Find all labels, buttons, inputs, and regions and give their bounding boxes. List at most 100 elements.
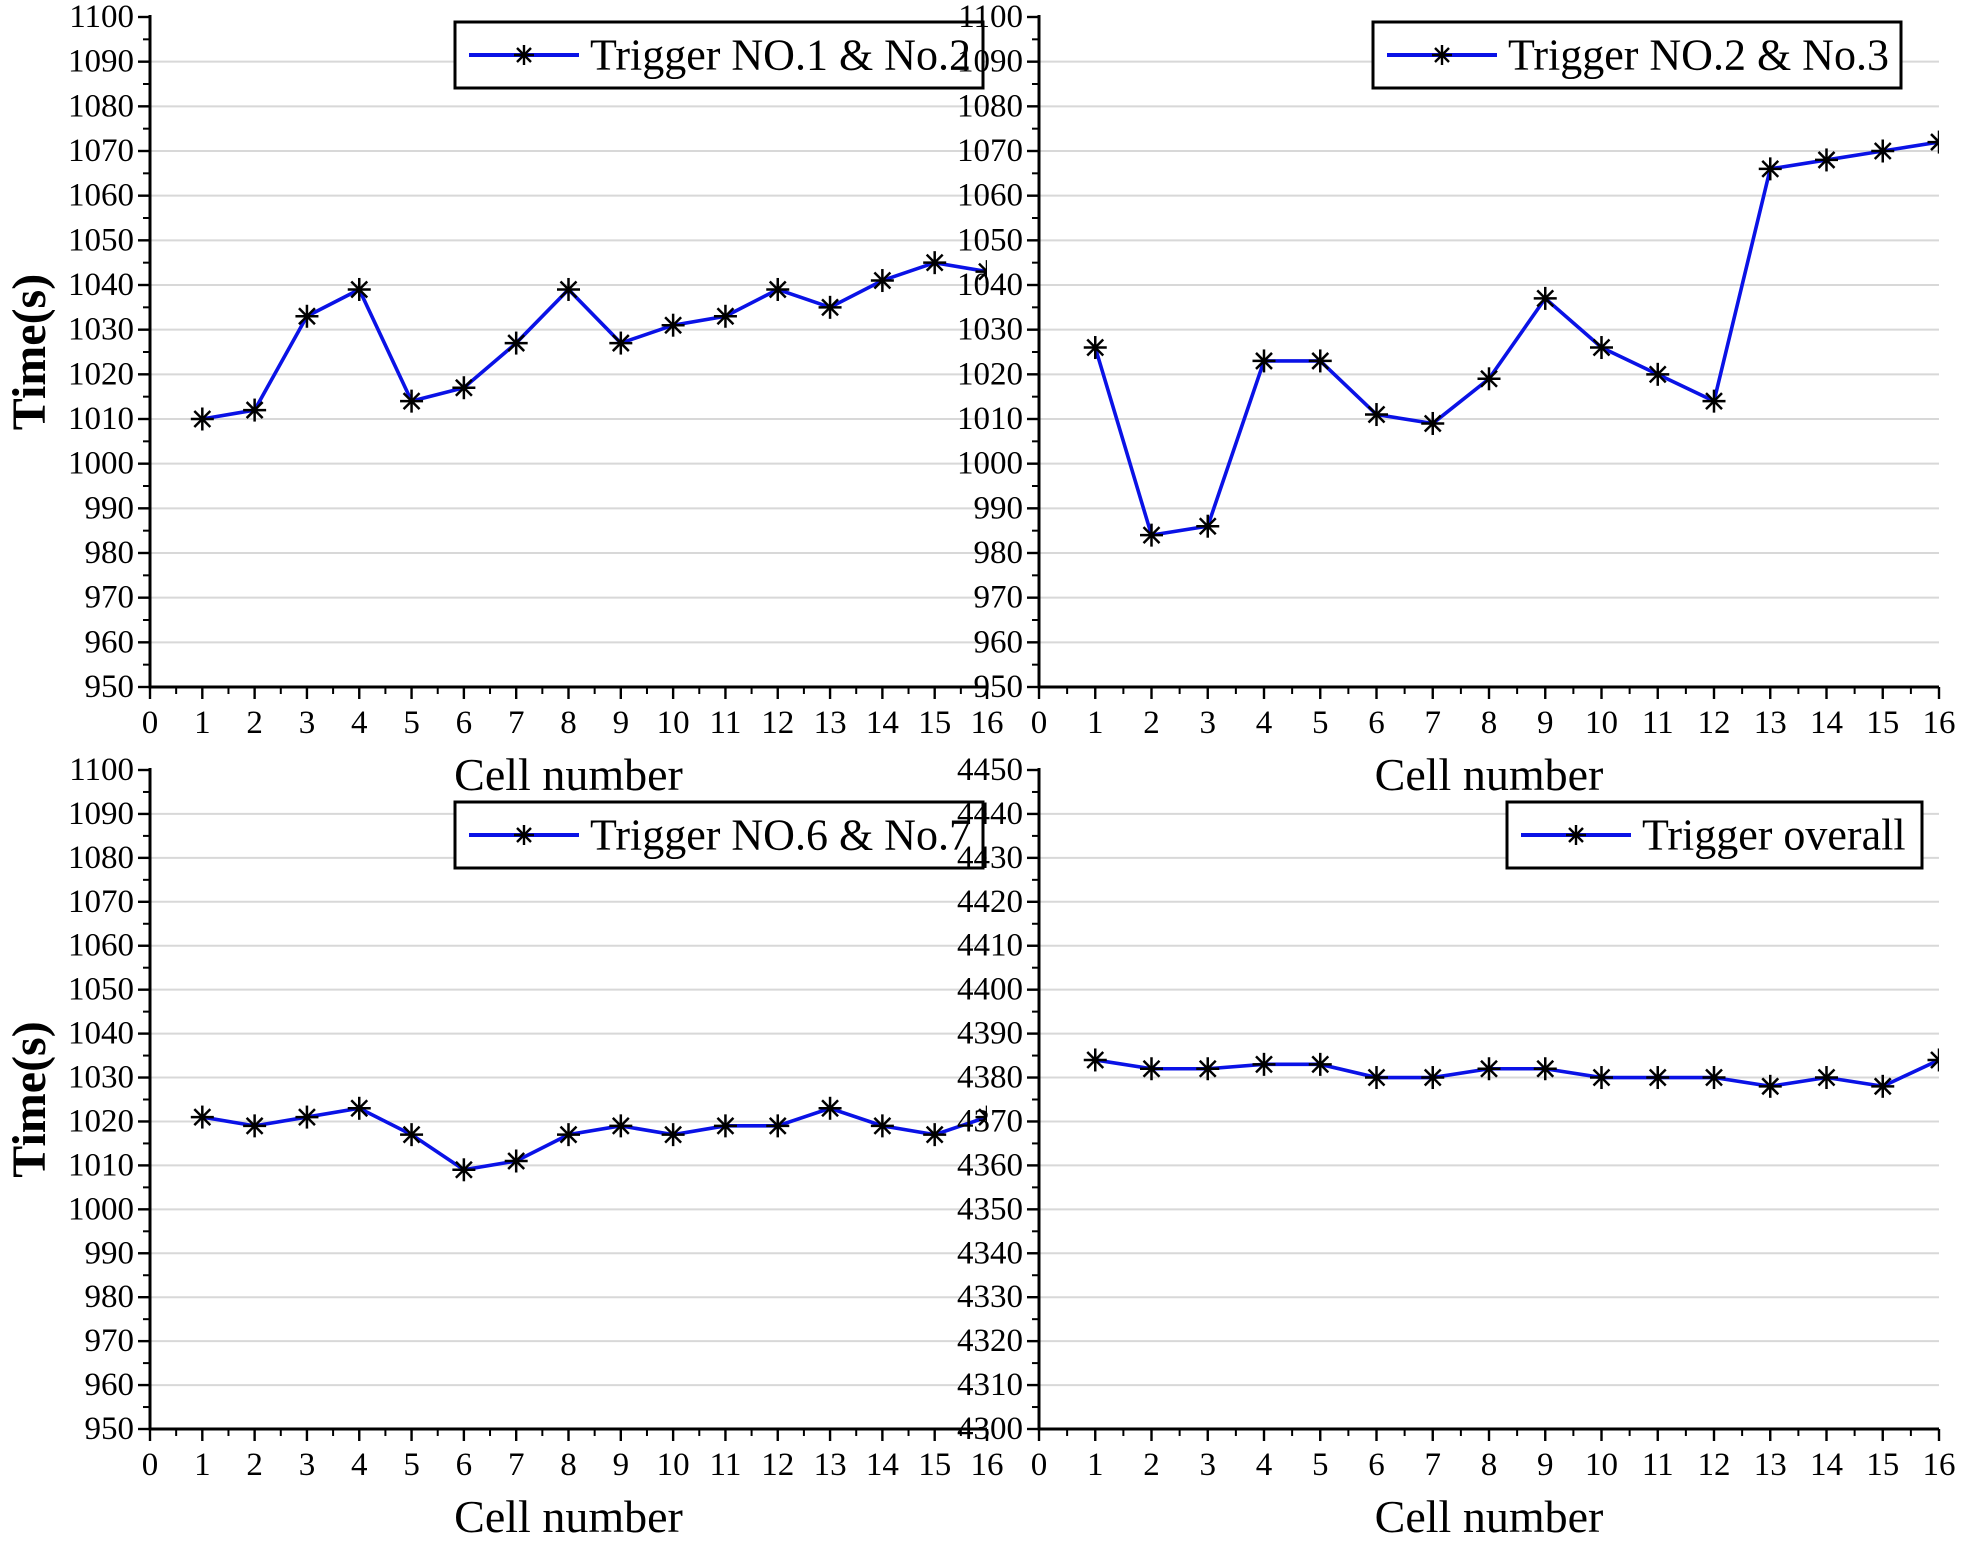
svg-text:4350: 4350 [957,1191,1023,1227]
svg-text:990: 990 [974,490,1024,526]
data-series [1083,130,1939,547]
svg-text:960: 960 [85,624,135,660]
svg-text:4: 4 [1256,1447,1273,1483]
svg-text:1050: 1050 [957,222,1023,258]
svg-text:6: 6 [456,705,473,741]
svg-text:4390: 4390 [957,1016,1023,1052]
svg-text:960: 960 [974,624,1024,660]
svg-text:10: 10 [657,705,690,741]
svg-text:950: 950 [85,1411,135,1447]
legend-label: Trigger overall [1642,811,1906,860]
svg-text:4380: 4380 [957,1060,1023,1096]
svg-text:1070: 1070 [68,884,134,920]
x-tick-labels: 0 1 2 3 4 5 6 7 8 9 10 11 12 13 14 15 16 [1031,705,1956,741]
svg-text:1080: 1080 [957,88,1023,124]
svg-text:13: 13 [1754,705,1787,741]
axes [138,768,989,1441]
svg-text:14: 14 [866,1447,899,1483]
svg-text:12: 12 [761,1447,794,1483]
svg-text:16: 16 [971,705,1004,741]
svg-text:6: 6 [456,1447,473,1483]
svg-text:1070: 1070 [68,133,134,169]
svg-text:950: 950 [974,669,1024,705]
svg-text:11: 11 [1642,1447,1674,1483]
svg-text:4370: 4370 [957,1103,1023,1139]
svg-text:2: 2 [1143,1447,1160,1483]
svg-text:4310: 4310 [957,1367,1023,1403]
y-tick-labels: 950 960 970 980 990 1000 1010 1020 1030 1040 1050 1… [957,0,1023,705]
svg-text:4430: 4430 [957,840,1023,876]
svg-text:950: 950 [85,669,135,705]
svg-text:13: 13 [814,1447,847,1483]
svg-text:12: 12 [761,705,794,741]
svg-text:1040: 1040 [68,267,134,303]
svg-text:4410: 4410 [957,928,1023,964]
svg-text:2: 2 [246,705,263,741]
legend-label: Trigger NO.1 & No.2 [590,31,971,80]
axes [1027,768,1941,1441]
svg-text:1020: 1020 [68,1103,134,1139]
x-axis-title: Cell number [1375,1491,1604,1542]
svg-text:4: 4 [351,705,368,741]
gridlines [1039,812,1939,1387]
svg-text:12: 12 [1698,1447,1731,1483]
svg-text:1020: 1020 [957,356,1023,392]
svg-text:7: 7 [508,705,525,741]
svg-text:13: 13 [1754,1447,1787,1483]
axes [138,15,989,699]
svg-text:1100: 1100 [69,752,134,788]
svg-text:1010: 1010 [957,401,1023,437]
svg-text:5: 5 [403,1447,420,1483]
svg-text:1: 1 [1087,705,1104,741]
svg-text:2: 2 [1143,705,1160,741]
x-axis-title: Cell number [454,1491,683,1542]
svg-text:3: 3 [1200,705,1217,741]
svg-text:1030: 1030 [68,312,134,348]
svg-text:5: 5 [1312,705,1329,741]
chart-trigger-no1-no2: 9509609709809901000101010201030104010501… [3,0,1004,800]
svg-text:1030: 1030 [957,312,1023,348]
svg-text:3: 3 [299,1447,316,1483]
svg-text:12: 12 [1698,705,1731,741]
svg-text:6: 6 [1368,705,1385,741]
svg-text:3: 3 [299,705,316,741]
svg-text:4: 4 [351,1447,368,1483]
svg-text:1050: 1050 [68,222,134,258]
svg-text:1030: 1030 [68,1060,134,1096]
svg-text:16: 16 [1923,705,1956,741]
svg-text:1: 1 [194,705,211,741]
x-axis-title: Cell number [454,749,683,800]
svg-text:1000: 1000 [68,446,134,482]
svg-text:16: 16 [1923,1447,1956,1483]
svg-text:4300: 4300 [957,1411,1023,1447]
gridlines [1039,60,1939,644]
svg-text:1000: 1000 [68,1191,134,1227]
y-axis-title: Time(s) [3,274,56,430]
svg-text:5: 5 [403,705,420,741]
svg-text:0: 0 [142,705,159,741]
svg-text:11: 11 [1642,705,1674,741]
svg-text:11: 11 [710,1447,742,1483]
y-tick-labels: 950 960 970 980 990 1000 1010 1020 1030 1040 1050 1… [68,752,134,1447]
svg-text:980: 980 [85,535,135,571]
y-tick-labels: 4300 4310 4320 4330 4340 4350 4360 4370 4380 4390… [957,752,1023,1447]
svg-text:4450: 4450 [957,752,1023,788]
legend-label: Trigger NO.2 & No.3 [1508,31,1889,80]
svg-text:980: 980 [974,535,1024,571]
gridlines [150,812,987,1387]
svg-text:8: 8 [560,1447,577,1483]
svg-text:1040: 1040 [957,267,1023,303]
svg-text:990: 990 [85,490,135,526]
svg-text:4400: 4400 [957,972,1023,1008]
svg-text:14: 14 [866,705,899,741]
svg-text:1090: 1090 [68,44,134,80]
legend-label: Trigger NO.6 & No.7 [590,811,971,860]
chart-trigger-no2-no3: 9509609709809901000101010201030104010501… [957,0,1956,800]
svg-text:14: 14 [1810,705,1843,741]
svg-text:4330: 4330 [957,1279,1023,1315]
chart-trigger-no6-no7: 9509609709809901000101010201030104010501… [3,752,1004,1542]
svg-text:7: 7 [1425,705,1442,741]
svg-text:9: 9 [613,1447,630,1483]
svg-text:10: 10 [1585,1447,1618,1483]
